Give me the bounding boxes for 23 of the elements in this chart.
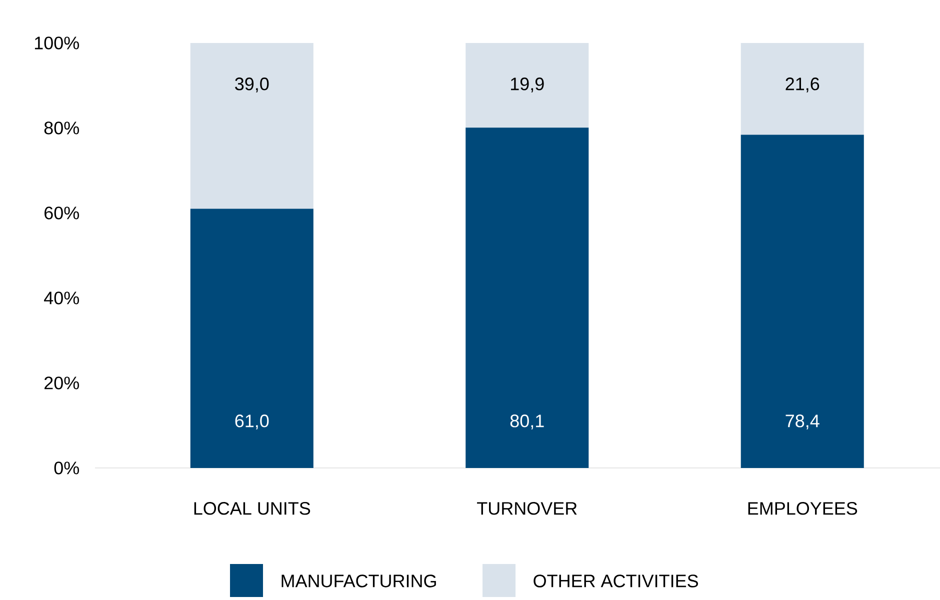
x-tick-label: EMPLOYEES [748, 502, 858, 515]
x-tick-label: LOCAL UNITS [194, 502, 310, 515]
y-tick-label: 0% [54, 462, 79, 474]
data-label: 39,0 [235, 78, 269, 92]
y-tick-label: 80% [44, 122, 79, 134]
bar [466, 128, 589, 468]
data-label: 61,0 [235, 414, 269, 430]
bar [190, 42, 314, 209]
data-label: 19,9 [511, 78, 544, 92]
data-label: 21,6 [786, 78, 820, 92]
data-label: 78,4 [786, 414, 820, 430]
bar [740, 42, 864, 135]
y-tick-label: 100% [34, 36, 79, 50]
bar [740, 134, 864, 468]
legend-label: MANUFACTURING [282, 574, 436, 588]
bar [190, 208, 314, 468]
legend-label: OTHER ACTIVITIES [534, 574, 698, 588]
bar [466, 42, 589, 128]
y-tick-label: 60% [44, 206, 79, 220]
y-tick-label: 40% [44, 292, 79, 304]
x-tick-label: TURNOVER [477, 502, 577, 515]
data-label: 80,1 [510, 414, 544, 430]
y-tick-label: 20% [44, 376, 79, 390]
